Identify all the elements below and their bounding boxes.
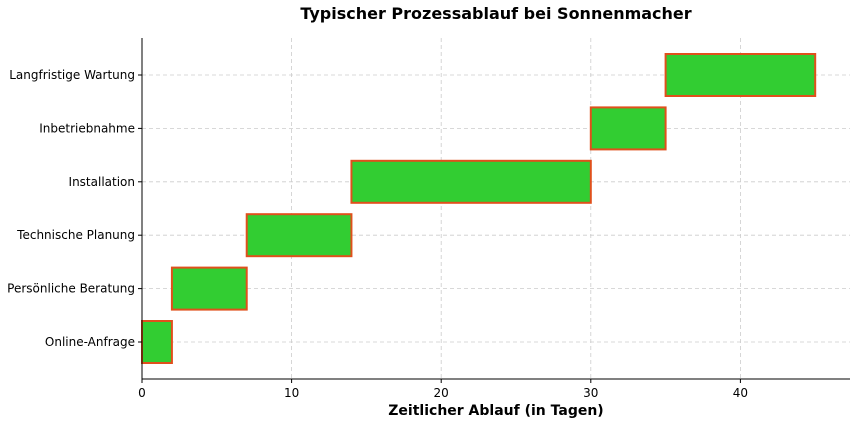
task-bar: [589, 106, 667, 151]
x-tick-label: 20: [434, 386, 449, 400]
task-bar: [170, 266, 248, 311]
x-tick-label: 0: [138, 386, 146, 400]
y-tick-label: Technische Planung: [16, 228, 135, 242]
x-tick-label: 40: [733, 386, 748, 400]
y-tick-label: Online-Anfrage: [45, 335, 135, 349]
x-axis-label: Zeitlicher Ablauf (in Tagen): [388, 403, 603, 419]
chart-title: Typischer Prozessablauf bei Sonnenmacher: [300, 4, 691, 23]
x-tick-label: 10: [284, 386, 299, 400]
task-bar: [141, 320, 173, 364]
ticks: 0 10 20 30 40 Online-Anfrage Persönliche Berat…: [7, 68, 748, 400]
y-tick-label: Persönliche Beratung: [7, 282, 135, 296]
bars: [141, 53, 817, 364]
task-bar: [350, 159, 592, 204]
y-tick-label: Installation: [69, 175, 135, 189]
task-bar: [245, 213, 353, 258]
y-tick-label: Inbetriebnahme: [39, 121, 135, 135]
y-tick-label: Langfristige Wartung: [9, 68, 135, 82]
task-bar: [664, 53, 817, 97]
x-tick-label: 30: [583, 386, 598, 400]
axes: [141, 38, 850, 380]
